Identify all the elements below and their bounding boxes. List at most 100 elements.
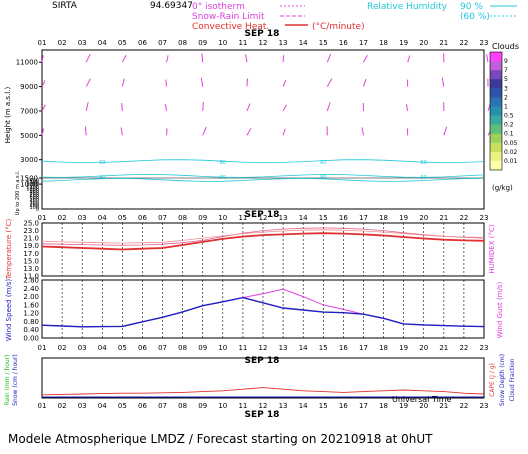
temperature-tick-label: 23.0: [23, 227, 39, 235]
colorbar-swatch: [490, 79, 502, 88]
hour-label-lower-13: 13: [279, 344, 288, 352]
snow-axis-title: Snow (cm / hour): [12, 354, 19, 406]
hour-label-mid-18: 18: [379, 214, 388, 222]
hour-label-lower-15: 15: [319, 344, 328, 352]
rh-90-label: 90 %: [460, 2, 483, 12]
hour-label-mid-21: 21: [439, 214, 448, 222]
wind-tick-label: 1.20: [23, 310, 39, 318]
date-label-bottom: SEP 18: [245, 410, 280, 420]
wind-tick-label: 2.80: [23, 277, 39, 285]
hour-label-lower-02: 02: [58, 344, 67, 352]
rh-legend-label: Relative Humidity: [367, 2, 448, 12]
temperature-tick-label: 15.0: [23, 257, 39, 265]
wind-tick-label: 2.00: [23, 293, 39, 301]
hour-label-lower-09: 09: [198, 344, 207, 352]
hour-label-top-07: 07: [158, 39, 167, 47]
hour-label-mid-22: 22: [459, 214, 468, 222]
hour-label-bottom-13: 13: [279, 402, 288, 410]
colorbar-swatch: [490, 70, 502, 79]
hour-label-mid-19: 19: [399, 214, 408, 222]
site-value: 94.69347: [150, 1, 193, 11]
colorbar-label: 0.2: [504, 122, 514, 129]
isotherm-legend-label: 0° isotherm: [192, 2, 245, 12]
convective-unit-label: (°C/minute): [312, 22, 365, 32]
temperature-tick-label: 25.0: [23, 220, 39, 228]
colorbar-label: 0.1: [504, 131, 514, 138]
rain-axis-title: Rain (mm / hour): [4, 354, 11, 405]
colorbar-label: 9: [504, 58, 508, 65]
colorbar-swatch: [490, 152, 502, 161]
date-label-top: SEP 18: [245, 29, 280, 39]
low-height-tick-label: 1400: [26, 178, 39, 184]
hour-label-mid-14: 14: [299, 214, 308, 222]
hour-label-top-11: 11: [238, 39, 247, 47]
hour-label-mid-10: 10: [218, 214, 227, 222]
wind-tick-label: 1.60: [23, 301, 39, 309]
colorbar-swatch: [490, 116, 502, 125]
hour-label-bottom-06: 06: [138, 402, 147, 410]
hour-label-top-13: 13: [279, 39, 288, 47]
wind-tick-label: 0.80: [23, 318, 39, 326]
colorbar-swatch: [490, 143, 502, 152]
hour-label-bottom-04: 04: [98, 402, 107, 410]
rh-contour-label: 60: [99, 160, 105, 166]
site-name: SIRTA: [52, 1, 78, 11]
hour-label-bottom-18: 18: [379, 402, 388, 410]
hour-label-mid-17: 17: [359, 214, 368, 222]
hour-label-bottom-08: 08: [178, 402, 187, 410]
hour-label-top-18: 18: [379, 39, 388, 47]
hour-label-bottom-07: 07: [158, 402, 167, 410]
hour-label-lower-16: 16: [339, 344, 348, 352]
date-label-mid: SEP 18: [245, 210, 280, 220]
wind-arrow: [487, 54, 488, 62]
hour-label-top-17: 17: [359, 39, 368, 47]
hour-label-mid-05: 05: [118, 214, 127, 222]
hour-label-mid-15: 15: [319, 214, 328, 222]
hour-label-mid-23: 23: [480, 214, 489, 222]
hour-label-mid-20: 20: [419, 214, 428, 222]
hour-label-top-09: 09: [198, 39, 207, 47]
colorbar-swatch: [490, 88, 502, 97]
rh-contour-label: 60: [220, 160, 226, 166]
hour-label-lower-07: 07: [158, 344, 167, 352]
wind-arrow: [166, 80, 167, 87]
hour-label-bottom-02: 02: [58, 402, 67, 410]
hour-label-lower-21: 21: [439, 344, 448, 352]
hour-label-lower-18: 18: [379, 344, 388, 352]
rh-contour-label: 90: [320, 175, 326, 181]
height-tick-label: 5000: [20, 132, 38, 140]
temperature-tick-label: 17.0: [23, 250, 39, 258]
temperature-tick-label: 21.0: [23, 235, 39, 243]
rh-contour-label: 60: [320, 160, 326, 166]
colorbar-swatch: [490, 106, 502, 115]
wind-gust-axis-title: Wind Gust (m/s): [496, 281, 504, 338]
hour-label-top-22: 22: [459, 39, 468, 47]
hour-label-top-02: 02: [58, 39, 67, 47]
wind-arrow: [203, 102, 204, 111]
cloud-fraction-axis-title: Cloud Fraction: [509, 358, 516, 401]
hour-label-mid-06: 06: [138, 214, 147, 222]
cape-axis-title: CAPE (J / g): [489, 363, 496, 397]
colorbar-label: 0.01: [504, 158, 518, 165]
hour-label-top-16: 16: [339, 39, 348, 47]
hour-label-top-04: 04: [98, 39, 107, 47]
colorbar-label: 3: [504, 85, 508, 92]
colorbar-label: 7: [504, 67, 508, 74]
hour-label-top-10: 10: [218, 39, 227, 47]
colorbar-swatch: [490, 134, 502, 143]
hour-label-lower-03: 03: [78, 344, 87, 352]
hour-label-lower-17: 17: [359, 344, 368, 352]
hour-label-bottom-01: 01: [38, 402, 47, 410]
humidex-axis-title: HUMIDEX (°C): [488, 224, 496, 273]
colorbar-label: 5: [504, 76, 508, 83]
colorbar-label: 0.5: [504, 113, 514, 120]
hour-label-lower-01: 01: [38, 344, 47, 352]
low-height-axis-title: Up to 200 m a.s.l.: [15, 170, 21, 215]
wind-tick-label: 2.40: [23, 285, 39, 293]
hour-label-top-08: 08: [178, 39, 187, 47]
hour-label-lower-10: 10: [218, 344, 227, 352]
hour-label-mid-13: 13: [279, 214, 288, 222]
rh-contour-label: 90: [220, 175, 226, 181]
hour-label-lower-12: 12: [259, 344, 268, 352]
